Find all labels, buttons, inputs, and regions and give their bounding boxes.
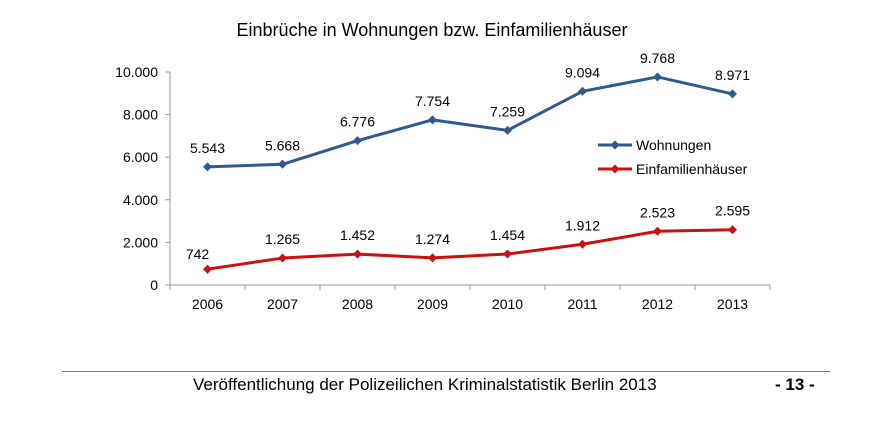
data-point-marker (503, 125, 512, 135)
x-tick-label: 2006 (192, 296, 223, 312)
data-point-marker (278, 159, 287, 169)
y-tick-label: 4.000 (123, 192, 158, 208)
data-point-marker (353, 249, 362, 259)
page-number: - 13 - (775, 375, 815, 394)
line-chart: Einbrüche in Wohnungen bzw. Einfamilienh… (115, 20, 771, 312)
y-tick-label: 6.000 (123, 149, 158, 165)
x-tick-label: 2009 (417, 296, 448, 312)
data-label: 1.452 (340, 227, 375, 243)
data-label: 1.265 (265, 231, 300, 247)
x-tick-label: 2007 (267, 296, 298, 312)
data-label: 742 (186, 246, 210, 262)
series-einfamilienhaeuser: 742 1.265 1.452 1.274 1.454 1.912 2.523 2.595 (186, 203, 750, 274)
data-label: 1.912 (565, 217, 600, 233)
footer-divider (62, 371, 830, 372)
data-point-marker (203, 162, 212, 172)
data-point-marker (653, 72, 662, 82)
data-label: 5.543 (190, 140, 225, 156)
data-label: 7.259 (490, 103, 525, 119)
data-point-marker (428, 115, 437, 125)
x-tick-label: 2010 (492, 296, 523, 312)
chart-title: Einbrüche in Wohnungen bzw. Einfamilienh… (237, 20, 628, 40)
y-tick-label: 2.000 (123, 234, 158, 250)
x-tick-label: 2013 (717, 296, 748, 312)
data-point-marker (278, 253, 287, 263)
series-wohnungen: 5.543 5.668 6.776 7.754 7.259 9.094 9.768 8.971 (190, 50, 750, 172)
data-point-marker (428, 253, 437, 263)
legend-label: Einfamilienhäuser (636, 161, 748, 177)
data-label: 6.776 (340, 114, 375, 130)
data-label: 9.768 (640, 50, 675, 66)
legend-item: Einfamilienhäuser (598, 161, 748, 177)
data-label: 2.523 (640, 204, 675, 220)
data-point-marker (353, 136, 362, 146)
legend-marker (610, 140, 620, 150)
y-tick-label: 0 (150, 277, 158, 293)
data-point-marker (728, 89, 737, 99)
y-tick-label: 10.000 (115, 64, 158, 80)
data-label: 9.094 (565, 64, 600, 80)
legend-marker (610, 164, 620, 174)
data-label: 5.668 (265, 137, 300, 153)
data-label: 1.274 (415, 231, 450, 247)
data-label: 7.754 (415, 93, 450, 109)
data-label: 2.595 (715, 203, 750, 219)
data-point-marker (203, 264, 212, 274)
series-line (207, 75, 733, 169)
y-tick-label: 8.000 (123, 107, 158, 123)
data-point-marker (503, 249, 512, 259)
chart-legend: Wohnungen Einfamilienhäuser (598, 137, 748, 177)
footer-publication-text: Veröffentlichung der Polizeilichen Krimi… (193, 375, 657, 394)
data-point-marker (728, 225, 737, 235)
series-line (207, 228, 733, 271)
legend-item: Wohnungen (598, 137, 711, 153)
data-point-marker (578, 86, 587, 96)
data-label: 8.971 (715, 67, 750, 83)
data-point-marker (653, 226, 662, 236)
chart-axes: 0 2.000 4.000 6.000 8.000 10.000 2006 2007 2008 2… (115, 64, 771, 312)
x-tick-label: 2012 (642, 296, 673, 312)
chart-series: 5.543 5.668 6.776 7.754 7.259 9.094 9.768 8.971… (186, 50, 750, 274)
x-tick-label: 2011 (567, 296, 597, 312)
legend-label: Wohnungen (636, 137, 711, 153)
data-point-marker (578, 239, 587, 249)
x-tick-label: 2008 (342, 296, 373, 312)
data-label: 1.454 (490, 227, 525, 243)
